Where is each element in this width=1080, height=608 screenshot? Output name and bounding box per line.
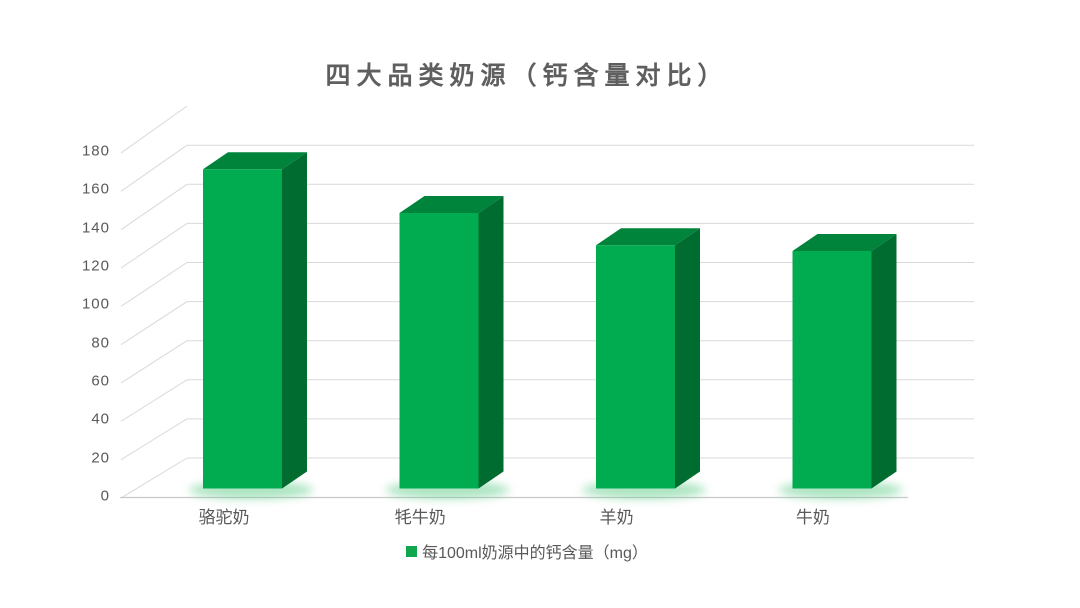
bar-牦牛奶	[399, 196, 504, 489]
y-axis-tick-label: 80	[91, 334, 110, 352]
y-axis-tick-label: 160	[81, 180, 110, 198]
y-axis-tick-label: 40	[91, 410, 110, 428]
x-axis-category-label: 牦牛奶	[394, 508, 446, 527]
legend-label: 每100ml奶源中的钙含量（mg）	[422, 545, 648, 562]
y-axis-tick-label: 20	[91, 449, 110, 467]
y-axis-tick-label: 60	[91, 372, 110, 390]
legend: 每100ml奶源中的钙含量（mg）	[0, 539, 1054, 563]
bar-牛奶	[792, 234, 897, 489]
legend-marker-icon	[406, 545, 418, 557]
bar-骆驼奶	[203, 152, 307, 489]
y-axis-tick-label: 120	[81, 257, 110, 275]
x-axis-category-label: 牛奶	[795, 508, 830, 527]
y-axis-tick-label: 180	[81, 142, 110, 160]
x-axis-category-label: 羊奶	[599, 508, 634, 527]
y-axis-tick-label: 100	[81, 295, 110, 313]
x-axis-category-label: 骆驼奶	[198, 508, 250, 527]
y-axis-tick-label: 0	[100, 487, 110, 505]
y-axis-tick-label: 140	[81, 219, 110, 237]
bar-羊奶	[596, 228, 700, 489]
chart-title: 四大品类奶源（钙含量对比）	[325, 62, 729, 90]
